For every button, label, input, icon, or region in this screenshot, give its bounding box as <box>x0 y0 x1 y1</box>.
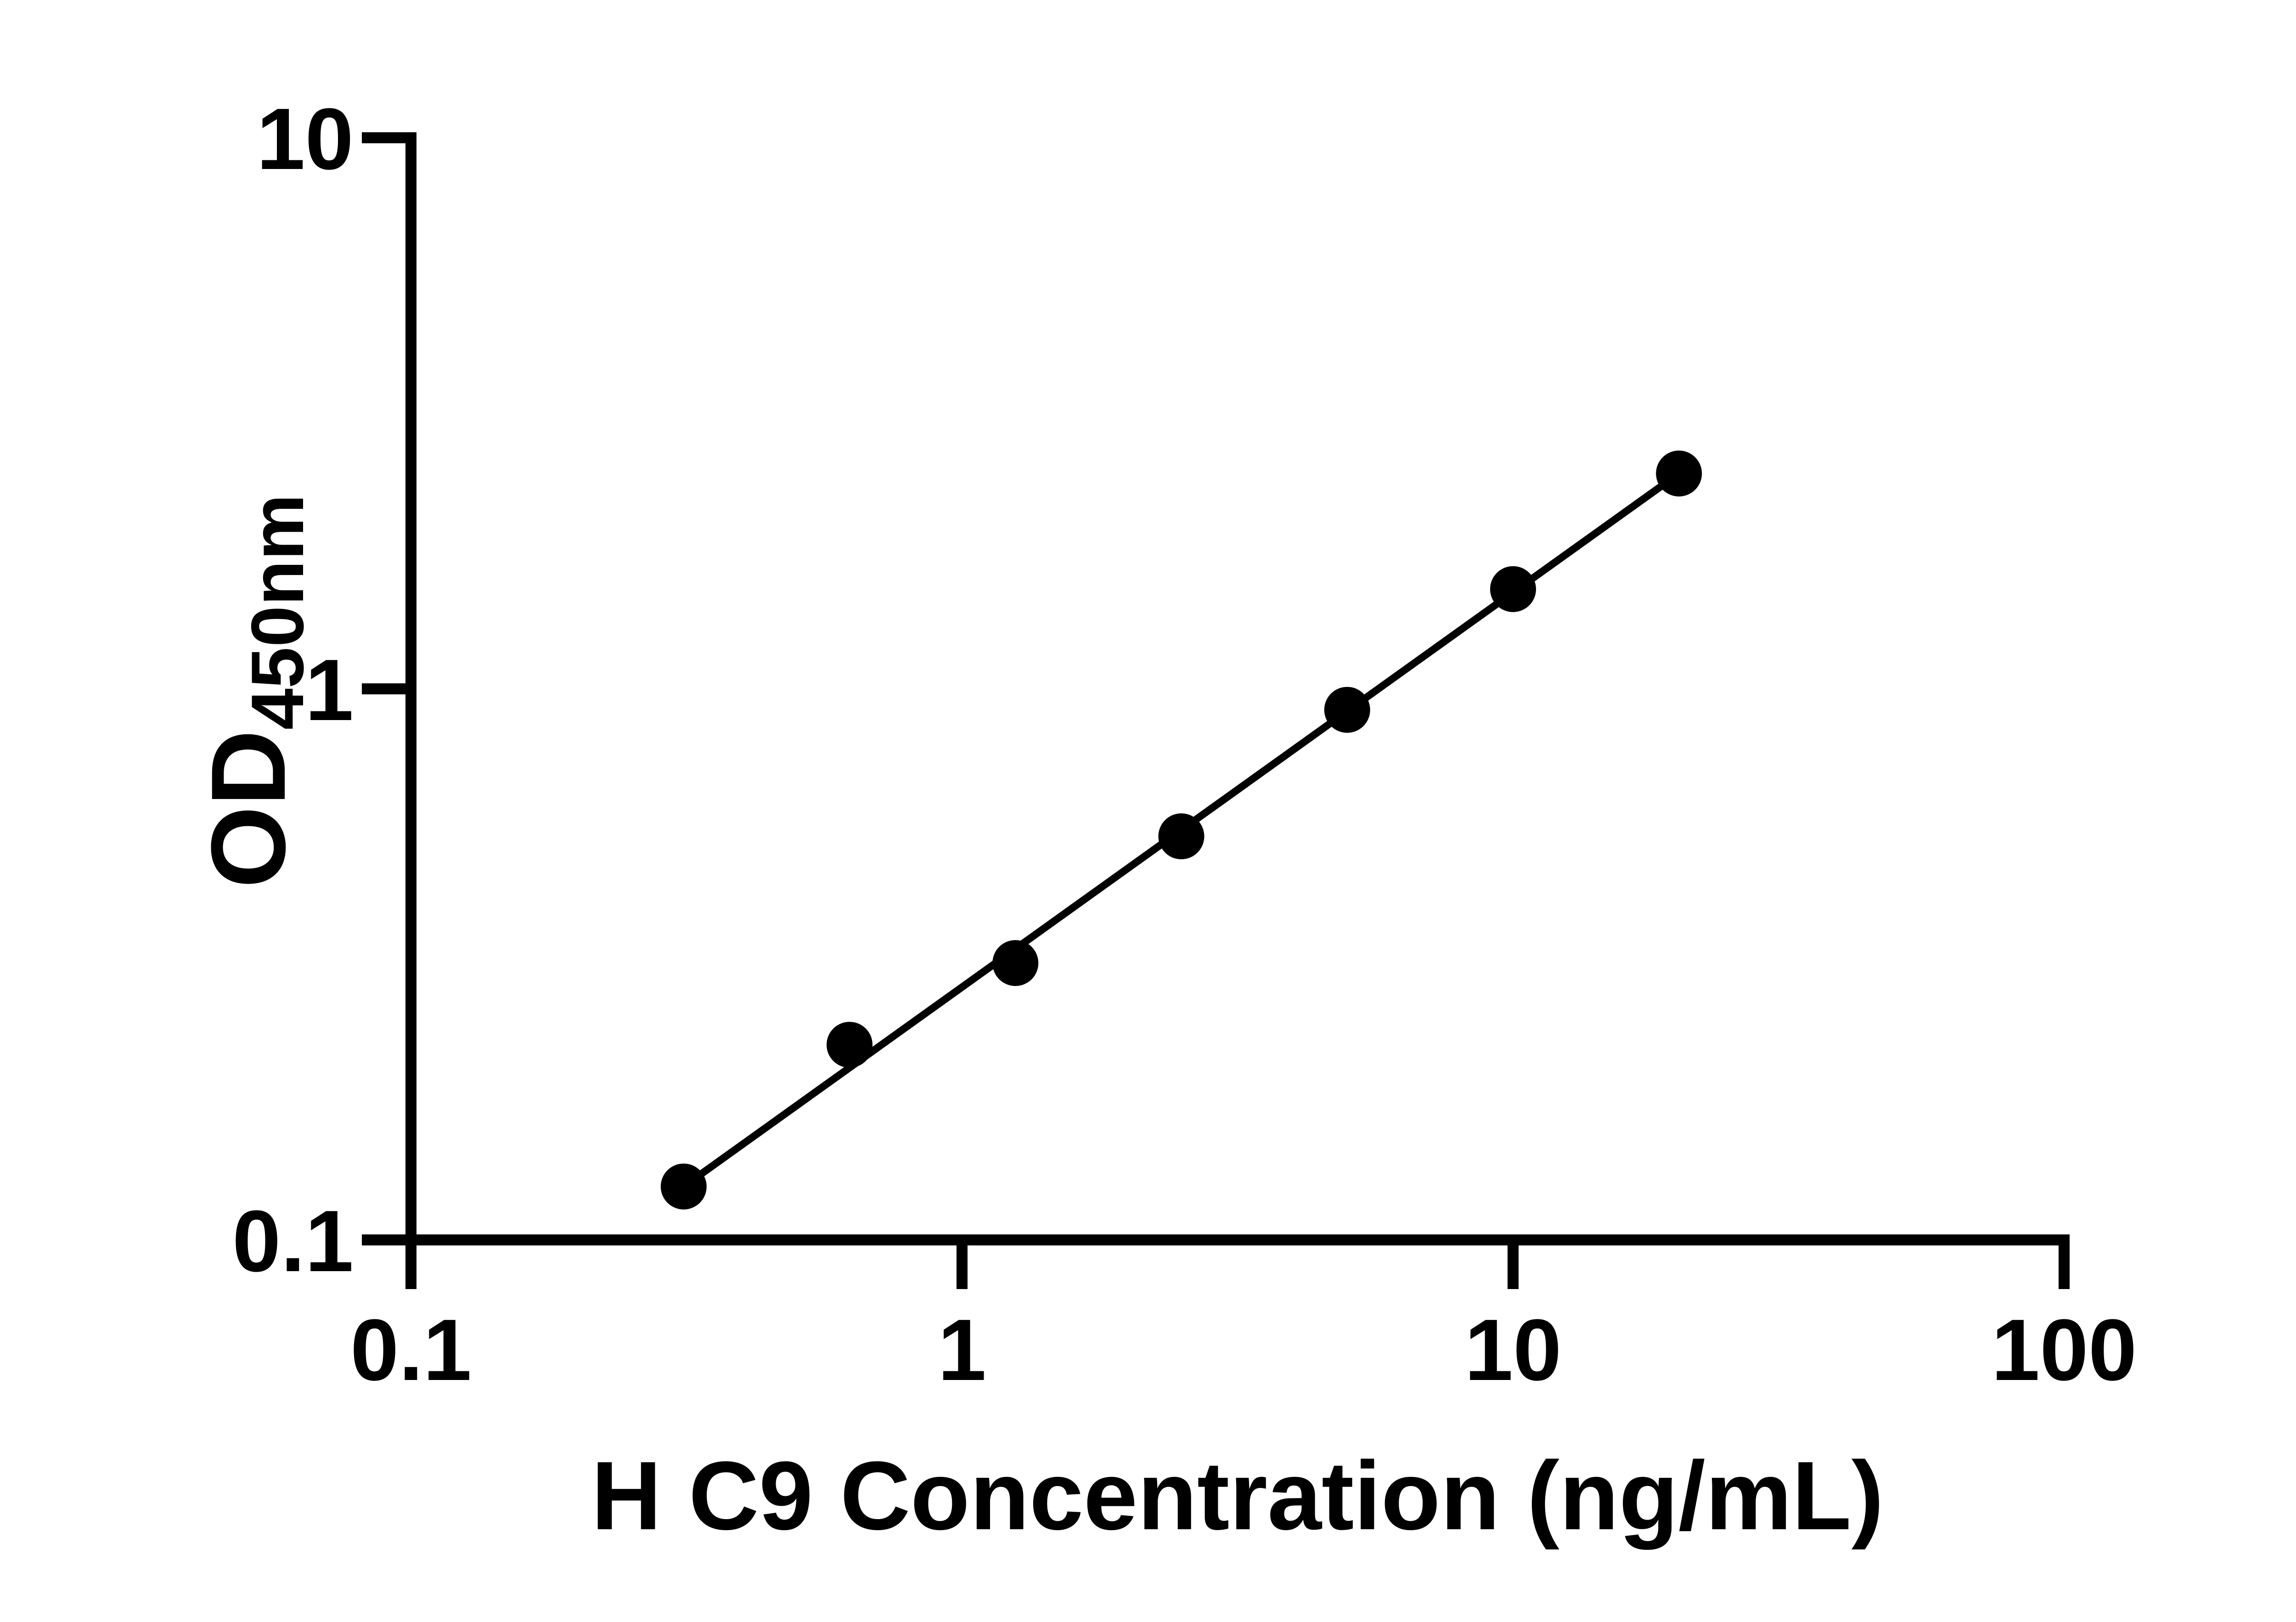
y-axis-title: OD450nm <box>189 494 319 888</box>
y-axis-ticks <box>362 132 405 1245</box>
y-tick-label: 1 <box>305 642 354 739</box>
data-point <box>827 1022 873 1068</box>
x-axis-ticks <box>405 1245 2070 1289</box>
data-point <box>1324 687 1370 733</box>
y-tick-label: 10 <box>257 90 354 188</box>
x-axis: 0.1 1 10 100 <box>350 1234 2137 1399</box>
x-axis-tick-labels: 0.1 1 10 100 <box>350 1301 2137 1399</box>
y-axis-title-subscript: 450nm <box>236 494 319 730</box>
x-axis-title: H C9 Concentration (ng/mL) <box>591 1441 1884 1550</box>
y-tick-label: 0.1 <box>232 1193 354 1290</box>
y-axis: 0.1 1 10 <box>232 90 416 1290</box>
data-point <box>1656 451 1702 497</box>
data-point <box>992 940 1039 986</box>
data-point <box>1490 566 1536 612</box>
x-tick-label: 1 <box>938 1301 986 1399</box>
x-tick-label: 100 <box>1991 1301 2137 1399</box>
x-tick-label: 0.1 <box>350 1301 472 1399</box>
y-axis-title-main: OD <box>189 730 307 888</box>
data-points <box>660 451 1702 1210</box>
y-axis-tick-labels: 0.1 1 10 <box>232 90 354 1290</box>
data-point <box>660 1163 707 1210</box>
data-series <box>660 451 1702 1210</box>
data-point <box>1158 813 1204 860</box>
x-tick-label: 10 <box>1464 1301 1561 1399</box>
